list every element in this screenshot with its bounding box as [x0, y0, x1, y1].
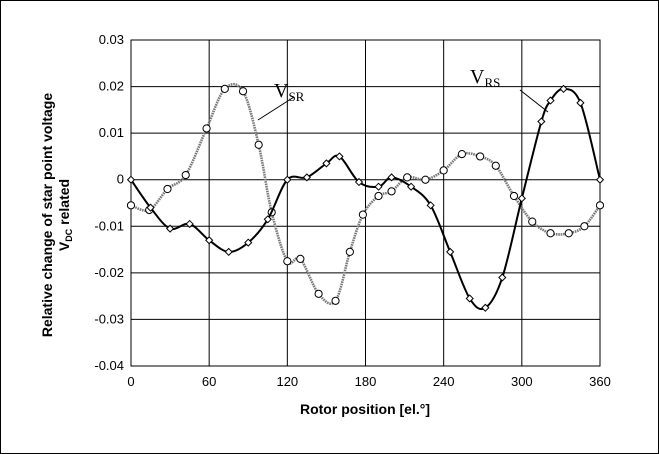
- y-tick-label: -0.01: [94, 218, 124, 233]
- v-sr-point: [374, 191, 383, 201]
- v-rs-point: [426, 201, 435, 210]
- v-sr-point: [457, 150, 467, 159]
- v-sr-point: [421, 175, 430, 184]
- v-sr-label-main: V: [274, 80, 289, 102]
- v-rs-point: [263, 215, 272, 224]
- v-sr-point: [283, 257, 292, 266]
- v-rs-series: [126, 84, 605, 312]
- v-sr-point: [491, 161, 500, 170]
- v-rs-point: [244, 238, 253, 247]
- x-tick-label: 240: [433, 374, 455, 389]
- v-rs-label-sub: RS: [484, 75, 500, 90]
- v-rs-point: [498, 273, 507, 282]
- v-sr-point: [331, 296, 340, 305]
- v-rs-point: [595, 175, 605, 184]
- x-tick-label: 120: [276, 374, 298, 389]
- y-tick-label: 0.03: [99, 32, 124, 47]
- x-tick-label: 300: [511, 374, 533, 389]
- v-sr-point: [509, 191, 519, 201]
- v-sr-point: [476, 152, 485, 161]
- y-axis-title-line2: VDC related: [56, 179, 74, 251]
- v-sr-point: [580, 222, 589, 231]
- v-sr-point: [314, 289, 323, 298]
- grid-lines: [130, 39, 601, 367]
- y-axis-title-v: V: [56, 241, 72, 251]
- y-tick-label: 0.02: [99, 79, 124, 94]
- y-tick-label: -0.03: [94, 311, 124, 326]
- x-axis-title: Rotor position [el.°]: [300, 401, 430, 417]
- v-rs-point: [546, 96, 555, 105]
- v-rs-series-label: VRS: [470, 66, 500, 90]
- v-sr-point: [238, 87, 248, 96]
- v-sr-point: [163, 184, 172, 194]
- y-tick-labels: -0.04 -0.03 -0.02 -0.01 0 0.01 0.02 0.03: [94, 32, 124, 373]
- v-rs-point: [559, 84, 568, 94]
- v-sr-point: [202, 124, 211, 133]
- x-tick-label: 180: [355, 374, 377, 389]
- v-rs-point: [465, 294, 474, 303]
- series-group: [126, 82, 605, 312]
- v-rs-point: [205, 236, 214, 245]
- y-axis-title-rest: related: [56, 179, 72, 229]
- v-sr-point: [546, 229, 555, 238]
- v-rs-point: [517, 194, 526, 203]
- v-rs-point: [185, 219, 194, 229]
- v-rs-point: [387, 173, 396, 182]
- v-rs-point: [146, 203, 155, 212]
- v-sr-point: [126, 201, 136, 210]
- v-sr-point: [296, 254, 305, 263]
- v-rs-point: [335, 152, 344, 161]
- v-rs-point: [446, 247, 455, 257]
- v-rs-point: [165, 224, 175, 233]
- y-axis-title-line1: Relative change of star point voltage: [39, 93, 55, 337]
- x-tick-label: 360: [589, 374, 611, 389]
- v-rs-point: [481, 303, 490, 312]
- y-axis-title: Relative change of star point voltage VD…: [39, 93, 74, 337]
- v-sr-point: [181, 170, 190, 180]
- y-tick-label: -0.04: [94, 358, 124, 373]
- v-sr-label-sub: SR: [288, 89, 304, 104]
- v-sr-point: [220, 84, 229, 94]
- v-sr-leader-line: [257, 96, 295, 121]
- v-rs-point: [576, 98, 585, 107]
- v-sr-point: [254, 140, 263, 149]
- v-rs-leader-line: [519, 89, 549, 113]
- x-tick-label: 60: [202, 374, 216, 389]
- v-sr-point: [345, 247, 354, 256]
- y-tick-label: 0: [117, 172, 124, 187]
- v-rs-point: [302, 173, 311, 182]
- y-tick-label: -0.02: [94, 265, 124, 280]
- x-tick-labels: 0 60 120 180 240 300 360: [127, 374, 610, 389]
- v-rs-point: [354, 177, 364, 187]
- v-sr-line: [130, 82, 602, 305]
- v-sr-point: [528, 217, 537, 226]
- x-tick-label: 0: [127, 374, 134, 389]
- v-rs-point: [406, 182, 416, 191]
- v-rs-point: [126, 175, 136, 184]
- v-sr-series: [126, 82, 605, 305]
- v-sr-point: [358, 210, 367, 219]
- v-sr-series-label: VSR: [274, 80, 305, 104]
- y-axis-title-sub: DC: [64, 228, 74, 241]
- v-rs-point: [537, 117, 546, 126]
- v-rs-point: [374, 182, 383, 191]
- v-rs-point: [322, 159, 331, 168]
- v-sr-point: [387, 187, 396, 196]
- v-sr-point: [595, 201, 605, 210]
- v-rs-point: [224, 247, 233, 257]
- v-sr-point: [564, 229, 573, 238]
- v-sr-point: [403, 173, 412, 182]
- y-tick-label: 0.01: [99, 125, 124, 140]
- v-rs-label-main: V: [470, 66, 485, 88]
- v-rs-point: [283, 175, 292, 184]
- v-sr-point: [439, 166, 448, 175]
